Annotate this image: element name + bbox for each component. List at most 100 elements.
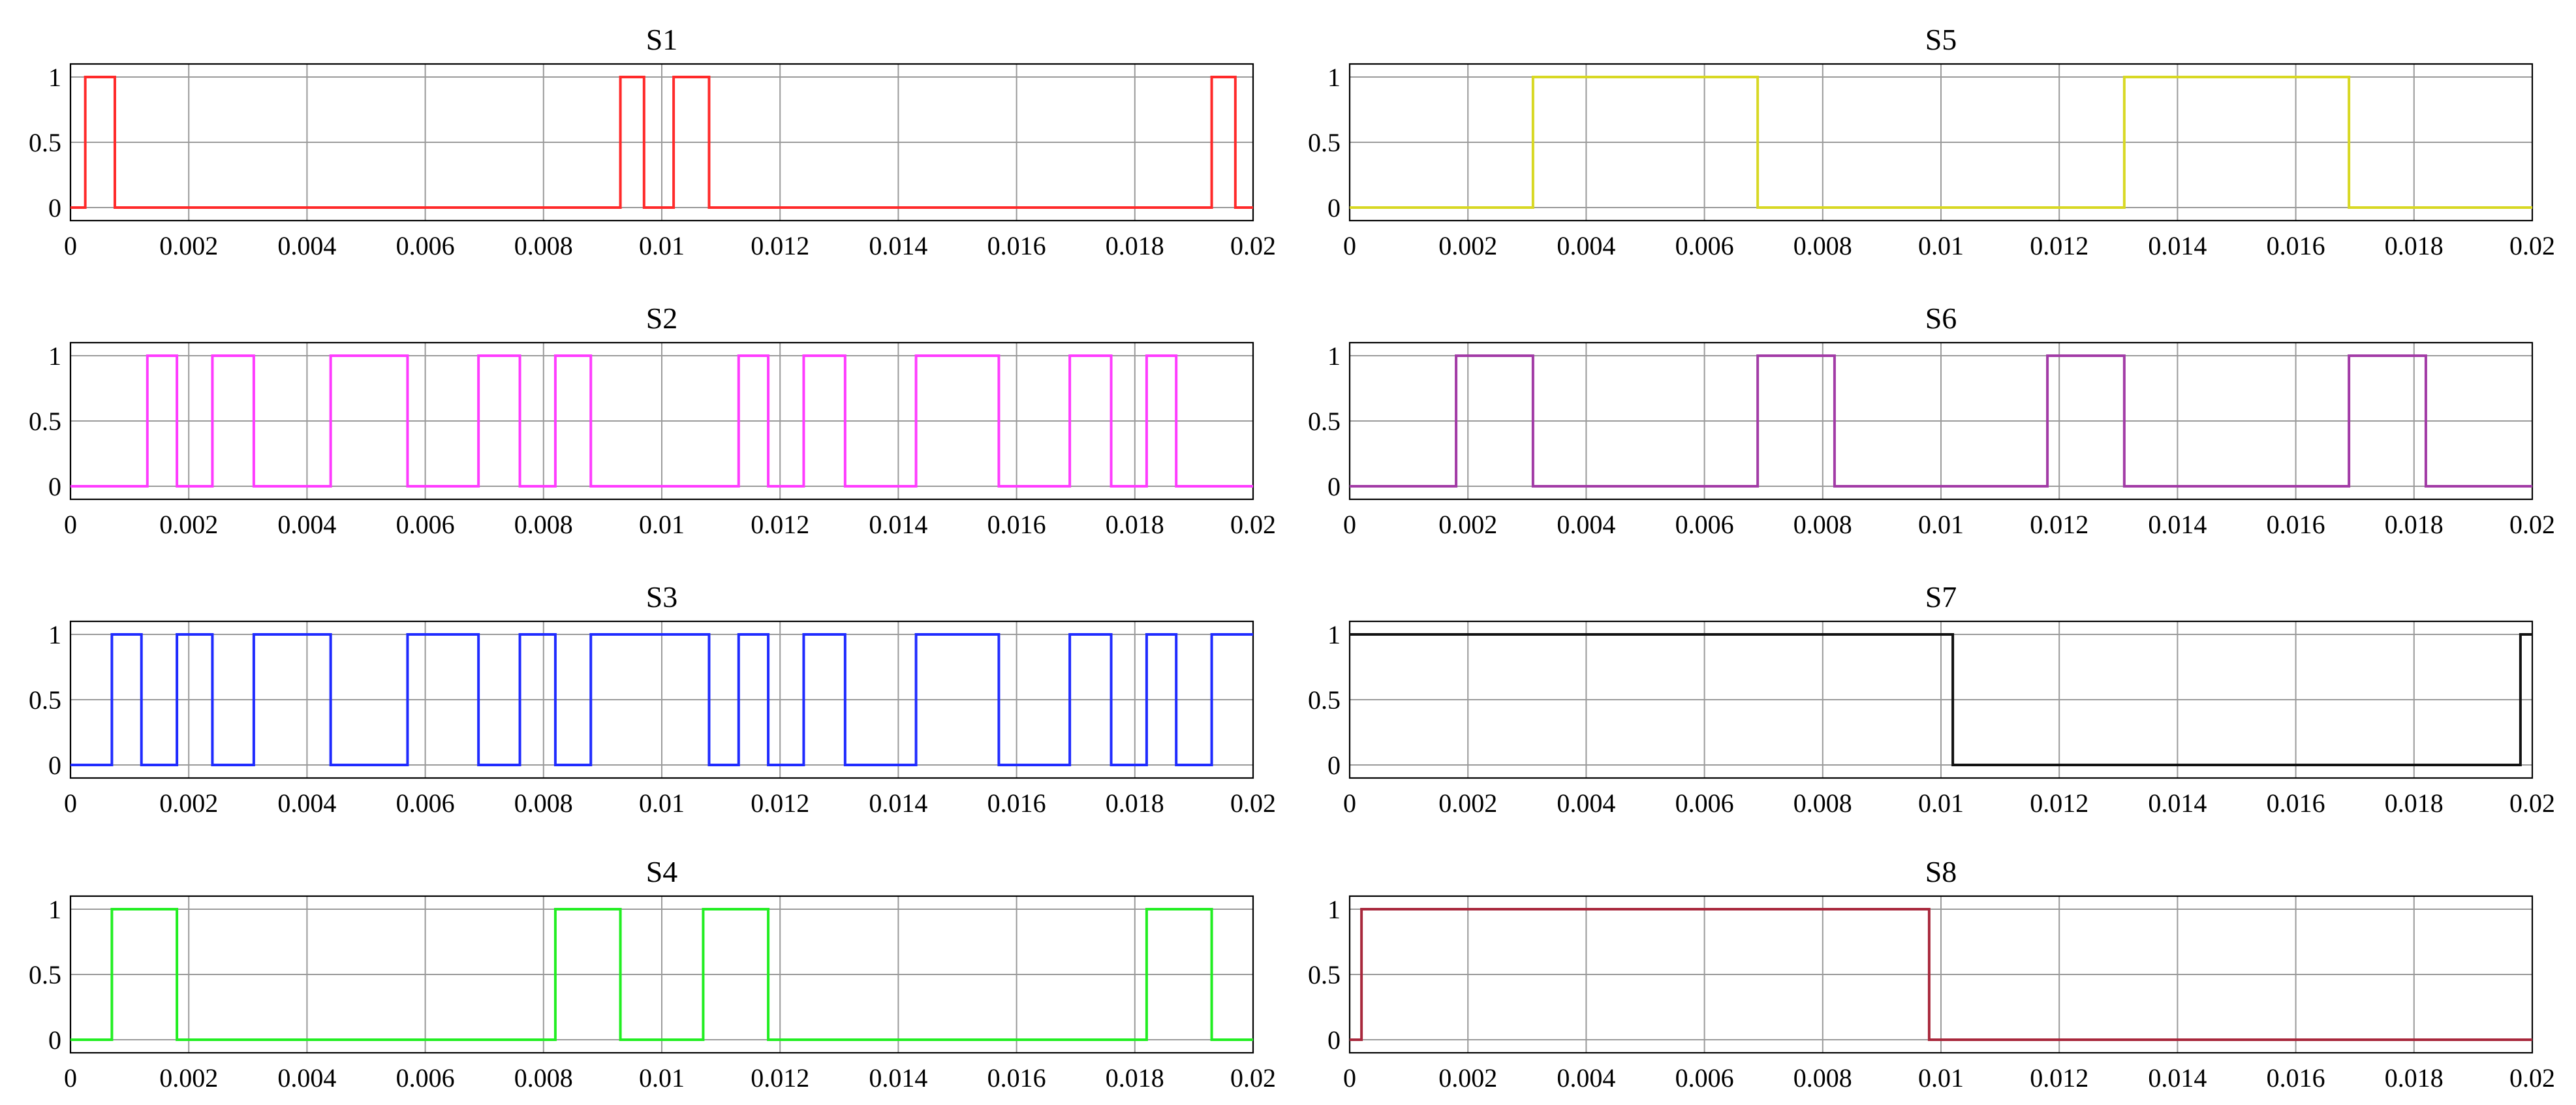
x-tick-label: 0.012 [2030,1063,2088,1093]
y-tick-label: 0 [48,751,61,780]
x-tick-label: 0.014 [2148,1063,2207,1093]
x-tick-label: 0.004 [1557,510,1615,539]
subplot-title: S5 [1925,23,1957,56]
x-tick-label: 0.004 [1557,788,1615,818]
x-tick-label: 0.018 [1106,788,1164,818]
x-tick-label: 0.014 [869,231,927,260]
subplot-title: S7 [1925,580,1957,614]
x-tick-label: 0.012 [751,510,809,539]
x-tick-label: 0.018 [1106,231,1164,260]
x-tick-label: 0.02 [1230,1063,1276,1093]
y-tick-label: 1 [1327,620,1341,649]
x-tick-label: 0.006 [396,510,455,539]
x-tick-label: 0.012 [751,788,809,818]
y-tick-label: 0.5 [1308,960,1341,989]
y-tick-label: 0.5 [29,407,61,436]
x-tick-label: 0.012 [751,231,809,260]
x-tick-label: 0.002 [1438,510,1497,539]
y-tick-label: 0.5 [29,128,61,157]
x-tick-label: 0.008 [514,510,573,539]
y-tick-label: 0 [1327,193,1341,223]
x-tick-label: 0.02 [1230,231,1276,260]
x-tick-label: 0.012 [751,1063,809,1093]
series-line-s6 [1350,354,2532,488]
x-tick-label: 0.016 [2267,510,2325,539]
y-tick-label: 0.5 [29,960,61,989]
x-tick-label: 0.004 [277,1063,336,1093]
x-tick-label: 0.006 [396,231,455,260]
x-tick-label: 0.006 [1675,788,1734,818]
x-tick-label: 0.002 [1438,231,1497,260]
x-tick-label: 0.02 [2509,788,2555,818]
x-tick-label: 0 [1343,788,1356,818]
x-tick-label: 0.016 [2267,231,2325,260]
x-tick-label: 0 [64,1063,77,1093]
x-tick-label: 0.008 [1793,788,1852,818]
subplot-title: S3 [646,580,678,614]
x-tick-label: 0 [1343,1063,1356,1093]
x-tick-label: 0.008 [1793,1063,1852,1093]
x-tick-label: 0.01 [1918,1063,1964,1093]
subplot-s3: S3 0 0.002 0.004 0.006 0.008 0.01 0.012 0.014 0.0… [29,580,1276,818]
x-tick-label: 0.004 [1557,1063,1615,1093]
x-tick-label: 0 [1343,510,1356,539]
subplot-s6: S6 0 0.002 0.004 0.006 0.008 0.01 0.012 0.014 0.0… [1308,302,2555,539]
x-tick-label: 0.02 [2509,510,2555,539]
x-tick-label: 0.018 [2385,231,2444,260]
x-tick-label: 0.014 [869,510,927,539]
x-tick-label: 0.008 [1793,510,1852,539]
axes-frame [69,620,1254,779]
x-tick-label: 0.002 [1438,1063,1497,1093]
subplot-s1: S1 0 0.002 0.004 0.006 0.008 0.01 0.012 0.014 0.0… [29,23,1276,260]
y-tick-label: 1 [1327,63,1341,92]
x-tick-label: 0 [64,510,77,539]
x-tick-label: 0.016 [2267,788,2325,818]
y-tick-label: 0.5 [1308,128,1341,157]
series-line-s8 [1350,908,2532,1041]
axes-frame [69,341,1254,501]
x-tick-label: 0.002 [1438,788,1497,818]
subplot-s8: S8 0 0.002 0.004 0.006 0.008 0.01 0.012 0.014 0.0… [1308,855,2555,1093]
x-tick-label: 0.014 [869,788,927,818]
x-tick-label: 0 [64,231,77,260]
x-tick-label: 0.02 [1230,510,1276,539]
x-tick-label: 0.006 [1675,231,1734,260]
x-tick-label: 0.01 [639,231,685,260]
x-tick-label: 0.02 [2509,231,2555,260]
x-tick-label: 0 [64,788,77,818]
axes-frame [1348,63,2534,222]
subplot-title: S1 [646,23,678,56]
x-tick-label: 0.008 [1793,231,1852,260]
subplot-s5: S5 0 0.002 0.004 0.006 0.008 0.01 0.012 0.014 0.0… [1308,23,2555,260]
subplot-s2: S2 0 0.002 0.004 0.006 0.008 0.01 0.012 0.014 0.0… [29,302,1276,539]
x-tick-label: 0.006 [1675,510,1734,539]
y-tick-label: 0.5 [1308,407,1341,436]
x-tick-label: 0.004 [277,231,336,260]
y-tick-label: 0 [48,472,61,501]
y-tick-label: 0 [48,193,61,223]
y-tick-label: 0 [1327,472,1341,501]
y-tick-label: 1 [1327,341,1341,371]
x-tick-label: 0.01 [1918,510,1964,539]
y-tick-label: 1 [48,341,61,371]
x-tick-label: 0.01 [639,1063,685,1093]
y-tick-label: 0 [1327,1025,1341,1055]
x-tick-label: 0.012 [2030,788,2088,818]
x-tick-label: 0.006 [396,1063,455,1093]
subplot-title: S8 [1925,855,1957,888]
subplot-s4: S4 0 0.002 0.004 0.006 0.008 0.01 0.012 0.014 0.0… [29,855,1276,1093]
y-tick-label: 0 [1327,751,1341,780]
x-tick-label: 0.004 [1557,231,1615,260]
y-tick-label: 0.5 [29,685,61,715]
x-tick-label: 0.002 [159,1063,218,1093]
x-tick-label: 0.002 [159,231,218,260]
x-tick-label: 0.016 [987,1063,1046,1093]
x-tick-label: 0.016 [987,231,1046,260]
x-tick-label: 0.014 [2148,231,2207,260]
series-line-s4 [70,908,1253,1041]
x-tick-label: 0.002 [159,510,218,539]
x-tick-label: 0.006 [396,788,455,818]
subplot-title: S2 [646,302,678,335]
series-line-s1 [70,76,1253,209]
